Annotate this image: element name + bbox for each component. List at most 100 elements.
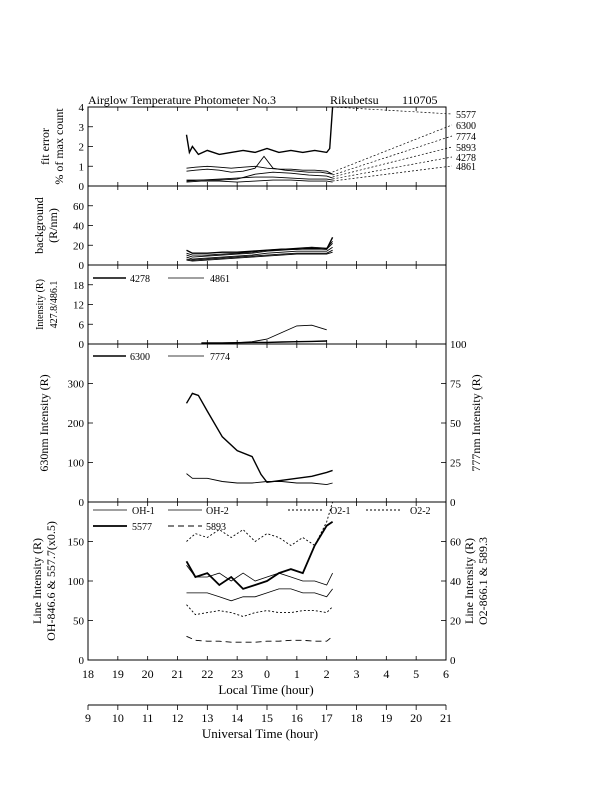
y-tick-label: 6 — [79, 319, 85, 331]
series-line-5893 — [186, 176, 333, 181]
label-leader — [332, 106, 453, 115]
title-date: 110705 — [402, 93, 438, 107]
local-tick-label: 23 — [231, 667, 243, 681]
ut-tick-label: 21 — [440, 711, 452, 725]
ut-tick-label: 18 — [351, 711, 363, 725]
y-axis-label: fit error — [38, 128, 52, 165]
y-axis-label-left: OH-846.6 & 557.7(x0.5) — [44, 521, 58, 641]
legend-label-5893: 5893 — [206, 522, 226, 533]
y-axis-label: 427.8/486.1 — [49, 281, 60, 329]
ut-label: Universal Time (hour) — [202, 726, 318, 741]
y2-tick-label: 40 — [450, 576, 462, 588]
y2-tick-label: 60 — [450, 537, 462, 549]
y-tick-label: 2 — [79, 142, 85, 154]
label-leader — [332, 156, 453, 180]
legend-label-5577: 5577 — [132, 522, 152, 533]
y-tick-label: 0 — [79, 260, 85, 272]
y-tick-label: 100 — [68, 458, 85, 470]
title-site: Rikubetsu — [330, 93, 379, 107]
series-line-4861 — [186, 179, 333, 183]
local-tick-label: 18 — [82, 667, 94, 681]
y-tick-label: 150 — [68, 537, 85, 549]
legend-label-4861: 4861 — [210, 274, 230, 285]
y-axis-label-left: Line Intensity (R) — [30, 538, 44, 624]
ut-tick-label: 17 — [321, 711, 333, 725]
y2-tick-label: 75 — [450, 379, 462, 391]
ut-tick-label: 19 — [380, 711, 392, 725]
local-tick-label: 2 — [324, 667, 330, 681]
label-leader — [332, 135, 453, 176]
y-tick-label: 12 — [73, 300, 84, 312]
series-line-4278 — [186, 171, 333, 182]
local-tick-label: 3 — [354, 667, 360, 681]
series-line-4861 — [201, 324, 327, 344]
series-label-7774: 7774 — [456, 132, 476, 143]
background-line — [186, 249, 333, 261]
y-axis-label: (R/nm) — [46, 208, 60, 243]
y-axis-label: % of max count — [52, 108, 66, 185]
y-tick-label: 0 — [79, 497, 85, 509]
background-line — [186, 236, 334, 254]
y-tick-label: 3 — [79, 122, 85, 134]
local-tick-label: 4 — [383, 667, 389, 681]
label-leader — [332, 124, 453, 173]
local-time-axis-label: Local Time (hour) — [218, 682, 313, 697]
ut-tick-label: 11 — [142, 711, 154, 725]
series-line-O2-1 — [186, 604, 333, 617]
y-tick-label: 1 — [79, 161, 85, 173]
local-tick-label: 0 — [264, 667, 270, 681]
y-tick-label: 300 — [68, 379, 85, 391]
chart-title: Airglow Temperature Photometer No.3 Riku… — [88, 93, 438, 107]
y2-tick-label: 100 — [450, 339, 467, 351]
local-tick-label: 5 — [413, 667, 419, 681]
series-line-5577 — [185, 106, 334, 156]
y-tick-label: 100 — [68, 576, 85, 588]
y-axis-label: Intensity (R) — [35, 279, 46, 330]
series-label-4861: 4861 — [456, 162, 476, 173]
local-tick-label: 21 — [172, 667, 184, 681]
local-tick-label: 22 — [201, 667, 213, 681]
series-line-7774 — [186, 155, 333, 175]
panel-frame-3 — [87, 343, 447, 503]
ut-tick-label: 13 — [201, 711, 213, 725]
y-axis-label-left: 630nm Intensity (R) — [37, 374, 51, 471]
y-tick-label: 20 — [73, 240, 85, 252]
local-tick-label: 19 — [112, 667, 124, 681]
ut-axis-label: Universal Time (hour) — [202, 726, 318, 741]
series-line-OH-2 — [186, 588, 333, 602]
series-line-5893 — [186, 635, 333, 643]
y-axis-label-right: 777nm Intensity (R) — [469, 374, 483, 471]
y2-tick-label: 0 — [450, 497, 456, 509]
y2-tick-label: 20 — [450, 616, 462, 628]
legend-label-6300: 6300 — [130, 352, 150, 363]
label-leader — [332, 165, 453, 182]
y-axis-label-right: O2-866.1 & 589.3 — [476, 537, 490, 625]
background-line — [186, 251, 333, 262]
y2-tick-label: 50 — [450, 418, 462, 430]
background-line — [186, 246, 333, 260]
ut-tick-label: 20 — [410, 711, 422, 725]
legend-label-O2-2: O2-2 — [410, 506, 431, 517]
y-tick-label: 0 — [79, 339, 85, 351]
series-label-5893: 5893 — [456, 143, 476, 154]
y-axis-label: background — [32, 197, 46, 254]
title-text: Airglow Temperature Photometer No.3 — [88, 93, 276, 107]
panel-frame-0 — [87, 106, 447, 187]
ut-tick-label: 15 — [261, 711, 273, 725]
local-tick-label: 1 — [294, 667, 300, 681]
label-leader — [332, 146, 453, 178]
background-line — [186, 242, 333, 258]
series-label-5577: 5577 — [456, 110, 476, 121]
y-tick-label: 60 — [73, 201, 85, 213]
y-tick-label: 0 — [79, 181, 85, 193]
y-tick-label: 200 — [68, 418, 85, 430]
series-line-6300 — [186, 165, 333, 175]
y-tick-label: 4 — [79, 102, 85, 114]
ut-tick-label: 9 — [85, 711, 91, 725]
ut-tick-label: 10 — [112, 711, 124, 725]
legend-label-4278: 4278 — [130, 274, 150, 285]
ut-tick-label: 14 — [231, 711, 243, 725]
y-tick-label: 18 — [73, 280, 85, 292]
